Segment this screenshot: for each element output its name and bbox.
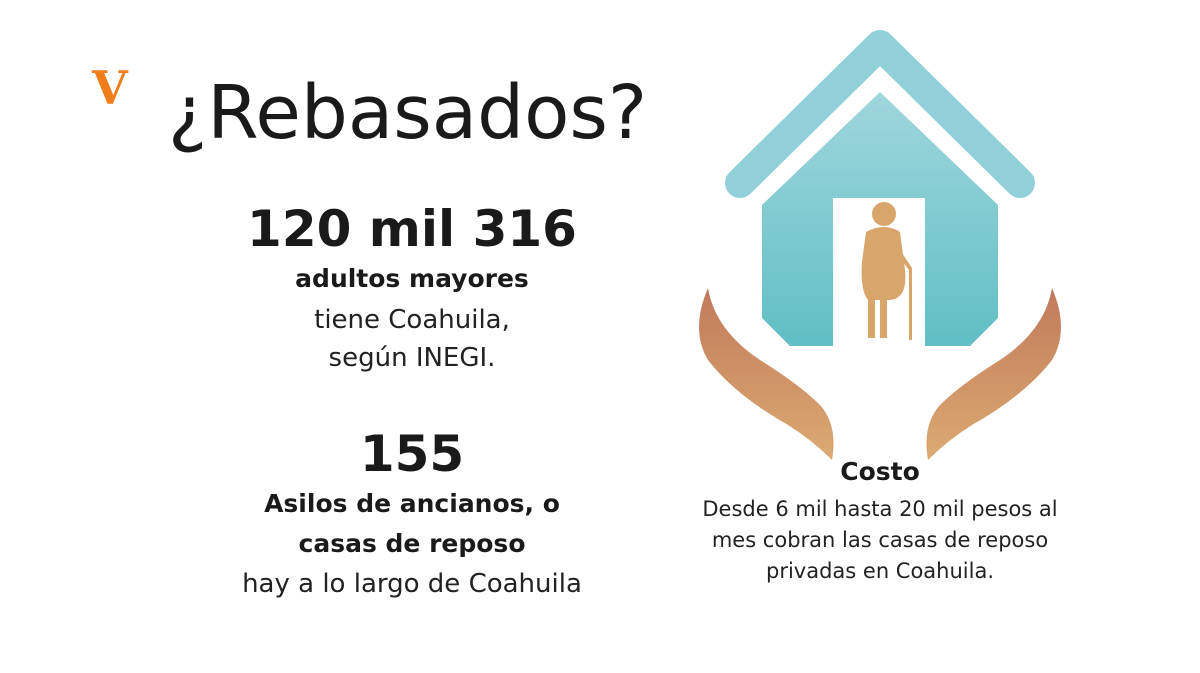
cost-text: mes cobran las casas de reposo: [712, 528, 1048, 552]
stat-bold: adultos mayores: [295, 264, 529, 293]
stat-2: 155 Asilos de ancianos, o casas de repos…: [242, 425, 582, 599]
cost-text: privadas en Coahuila.: [766, 559, 994, 583]
cost-heading: Costo: [840, 457, 920, 486]
stat-number: 155: [360, 425, 464, 483]
cost: Costo Desde 6 mil hasta 20 mil pesos al …: [702, 457, 1057, 583]
stat-text: hay a lo largo de Coahuila: [242, 569, 582, 599]
stat-1: 120 mil 316 adultos mayores tiene Coahui…: [247, 200, 577, 373]
house-illustration: [699, 30, 1061, 460]
stat-number: 120 mil 316: [247, 200, 577, 258]
stat-text: tiene Coahuila,: [314, 305, 510, 335]
stat-bold: casas de reposo: [299, 529, 526, 558]
logo: V: [91, 61, 129, 115]
stat-bold: Asilos de ancianos, o: [264, 489, 560, 518]
stat-text: según INEGI.: [329, 343, 496, 373]
cost-text: Desde 6 mil hasta 20 mil pesos al: [702, 497, 1057, 521]
title: ¿Rebasados?: [168, 70, 647, 156]
